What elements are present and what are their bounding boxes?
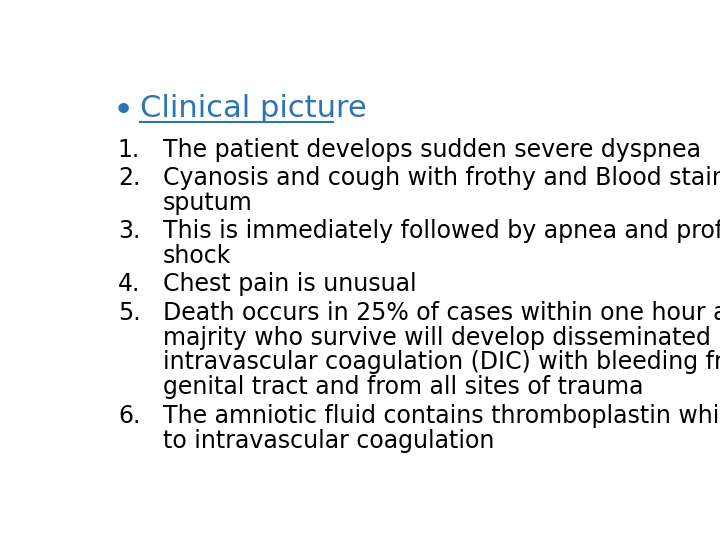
Text: Cyanosis and cough with frothy and Blood stained: Cyanosis and cough with frothy and Blood… (163, 166, 720, 190)
Text: Clinical picture: Clinical picture (140, 94, 367, 123)
Text: •: • (112, 94, 134, 128)
Text: shock: shock (163, 244, 231, 268)
Text: 1.: 1. (118, 138, 140, 161)
Text: 2.: 2. (118, 166, 140, 190)
Text: 3.: 3. (118, 219, 140, 243)
Text: sputum: sputum (163, 191, 252, 215)
Text: 5.: 5. (118, 301, 140, 325)
Text: 6.: 6. (118, 404, 140, 428)
Text: majrity who survive will develop disseminated: majrity who survive will develop dissemi… (163, 326, 711, 349)
Text: Chest pain is unusual: Chest pain is unusual (163, 272, 416, 296)
Text: This is immediately followed by apnea and profound: This is immediately followed by apnea an… (163, 219, 720, 243)
Text: genital tract and from all sites of trauma: genital tract and from all sites of trau… (163, 375, 643, 400)
Text: The patient develops sudden severe dyspnea: The patient develops sudden severe dyspn… (163, 138, 701, 161)
Text: The amniotic fluid contains thromboplastin which leads: The amniotic fluid contains thromboplast… (163, 404, 720, 428)
Text: intravascular coagulation (DIC) with bleeding from the: intravascular coagulation (DIC) with ble… (163, 350, 720, 374)
Text: 4.: 4. (118, 272, 140, 296)
Text: to intravascular coagulation: to intravascular coagulation (163, 429, 494, 453)
Text: Death occurs in 25% of cases within one hour and the: Death occurs in 25% of cases within one … (163, 301, 720, 325)
